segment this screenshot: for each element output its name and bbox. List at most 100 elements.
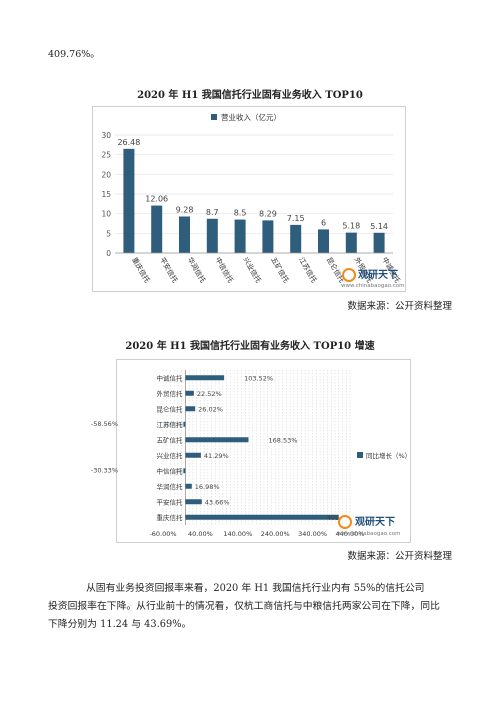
- paragraph-line-1: 从固有业务投资回报率来看，2020 年 H1 我国信托行业内有 55%的信托公司: [86, 583, 425, 594]
- chart1-panel: 营业收入（亿元） 0 5 10 15 20 25 30 26.48 重庆信托 12.06 平安信托 9.…: [92, 106, 406, 292]
- chart2-xtick-label: 340.00%: [298, 530, 327, 538]
- chart2-category-label: 江苏信托: [156, 420, 183, 429]
- chart2-category-label: 重庆信托: [156, 513, 183, 522]
- chart1-bar: [151, 205, 163, 253]
- chart2-category-bg: [153, 434, 184, 444]
- chart2-data-label: -30.33%: [91, 466, 118, 474]
- chart1-data-label: 26.48: [117, 138, 140, 147]
- chart2-data-label: 168.53%: [268, 436, 297, 444]
- chart1-xtick-label: 兴业信托: [241, 256, 263, 285]
- chart2-svg: -60.00% 40.00% 140.00% 240.00% 340.00% 440.00…: [149, 370, 411, 538]
- chart2-category-label: 外贸信托: [156, 389, 183, 398]
- chart2-bar: [185, 375, 225, 381]
- chart1-bar: [345, 232, 357, 253]
- chart2-category-label: 兴业信托: [156, 451, 183, 460]
- chart2-xtick-label: 40.00%: [188, 530, 213, 538]
- chart2-bar: [185, 452, 201, 458]
- chart1-bar: [206, 218, 218, 253]
- chart1-watermark-logo: [342, 268, 356, 282]
- chart2-category-bg: [153, 419, 184, 429]
- chart1-ytick-label: 5: [106, 229, 111, 238]
- chart2-data-label: 103.52%: [244, 374, 273, 382]
- chart1-ytick-label: 20: [101, 170, 111, 179]
- chart1-xtick-label: 重庆信托: [130, 256, 152, 285]
- chart1-bar: [290, 224, 302, 253]
- chart2-bar: [185, 514, 339, 520]
- chart2-bar: [185, 499, 202, 505]
- chart2-xtick-label: 440.00%: [336, 530, 365, 538]
- chart1-bar: [234, 219, 246, 253]
- chart2-category-label: 中信信托: [156, 466, 183, 475]
- chart2-xtick-label: -60.00%: [149, 530, 176, 538]
- chart1-bar: [123, 148, 135, 253]
- chart1-ytick-label: 30: [101, 131, 111, 140]
- chart1-svg: 营业收入（亿元） 0 5 10 15 20 25 30 26.48 重庆信托 12.06 平安信托 9.…: [101, 112, 404, 289]
- chart2-panel: -60.00% 40.00% 140.00% 240.00% 340.00% 440.00…: [116, 359, 411, 543]
- chart2-category-bg: [153, 512, 184, 522]
- chart2-category-label: 平安信托: [156, 497, 183, 506]
- chart2-data-label: 41.29%: [204, 452, 229, 460]
- chart1-watermark-url: www.chinabaogao.com: [341, 283, 404, 289]
- chart1-legend-label: 营业收入（亿元）: [221, 112, 281, 122]
- chart2-watermark-url: www.chinabaogao.com: [337, 531, 400, 537]
- chart1-data-label: 12.06: [145, 195, 168, 204]
- chart2-data-label: 409: [327, 514, 339, 522]
- chart2-category-bg: [153, 372, 184, 382]
- chart1-source: 数据来源：公开资料整理: [347, 301, 452, 312]
- chart2-legend-swatch: [357, 452, 363, 458]
- chart2-outside-labels: -58.56% -30.33%: [91, 420, 118, 475]
- body-paragraph: 从固有业务投资回报率来看，2020 年 H1 我国信托行业内有 55%的信托公司…: [48, 580, 452, 634]
- chart1-xtick-label: 中信信托: [214, 256, 236, 285]
- chart2-bar: [185, 437, 249, 443]
- chart1-ytick-label: 15: [101, 190, 111, 199]
- chart2-data-label: 26.02%: [198, 405, 223, 413]
- chart2-category-bg: [153, 388, 184, 398]
- chart2-category-bg: [153, 481, 184, 491]
- chart1-title: 2020 年 H1 我国信托行业固有业务收入 TOP10: [137, 90, 363, 101]
- chart2-category-bg: [153, 403, 184, 413]
- chart1-bar: [262, 220, 274, 253]
- chart2-data-label: 43.66%: [205, 498, 230, 506]
- chart2-category-label: 华润信托: [156, 482, 183, 491]
- chart2-title: 2020 年 H1 我国信托行业固有业务收入 TOP10 增速: [125, 341, 375, 352]
- chart1-watermark-text: 观研天下: [358, 269, 398, 281]
- chart2-xtick-label: 140.00%: [223, 530, 252, 538]
- chart1-xtick-label: 平安信托: [158, 256, 180, 285]
- chart2-watermark-text: 观研天下: [355, 516, 395, 528]
- chart1-bar: [179, 216, 190, 253]
- chart2-data-label: -58.56%: [91, 420, 118, 428]
- chart1-xtick-label: 昆仑信托: [325, 256, 347, 285]
- chart1-ytick-label: 25: [101, 151, 111, 160]
- chart1-xtick-label: 五矿信托: [269, 256, 291, 285]
- chart1-data-label: 9.28: [176, 205, 194, 214]
- chart2-category-label: 中诚信托: [156, 373, 183, 382]
- chart1-data-label: 8.7: [206, 208, 219, 217]
- chart2-data-label: 22.52%: [197, 390, 222, 398]
- chart2-category-bg: [153, 465, 184, 475]
- paragraph-line-3: 下降分别为 11.24 与 43.69%。: [48, 619, 192, 630]
- chart1-ytick-label: 10: [101, 210, 111, 219]
- chart2-category-label: 昆仑信托: [156, 404, 183, 413]
- chart1-ytick-label: 0: [106, 249, 111, 258]
- chart2-bar: [185, 390, 194, 396]
- chart1-data-label: 8.5: [234, 209, 247, 218]
- chart1-bar: [373, 232, 385, 253]
- chart1-data-label: 7.15: [287, 214, 305, 223]
- chart2-category-label: 五矿信托: [156, 435, 183, 444]
- chart1-bar: [318, 229, 329, 253]
- chart1-xtick-label: 华润信托: [186, 256, 208, 285]
- chart2-category-bg: [153, 450, 184, 460]
- chart1-data-label: 5.14: [370, 222, 388, 231]
- intro-fragment: 409.76%。: [48, 49, 100, 60]
- chart2-watermark-logo: [338, 515, 352, 529]
- chart1-data-label: 8.29: [259, 209, 277, 218]
- chart1-legend-swatch: [211, 114, 217, 120]
- chart2-bar: [185, 406, 196, 412]
- chart2-xtick-label: 240.00%: [261, 530, 290, 538]
- chart2-data-label: 16.98%: [195, 483, 220, 491]
- chart1-data-label: 5.18: [342, 222, 360, 231]
- chart2-legend-label: 同比增长（%）: [366, 451, 410, 460]
- chart2-source: 数据来源：公开资料整理: [347, 551, 452, 562]
- chart1-data-label: 6: [321, 218, 326, 227]
- paragraph-line-2: 投资回报率在下降。从行业前十的情况看，仅杭工商信托与中粮信托两家公司在下降，同比: [48, 601, 440, 612]
